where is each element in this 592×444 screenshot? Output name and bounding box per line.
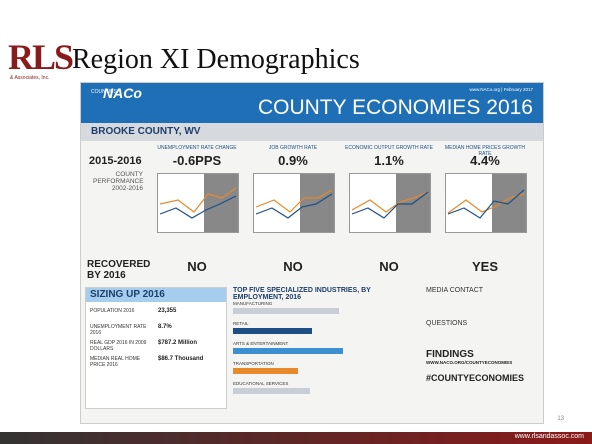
mini-lines <box>351 191 429 219</box>
sizing-label: REAL GDP 2016 IN 2009 DOLLARS <box>90 340 147 352</box>
logo-sub: & Associates, Inc. <box>10 75 50 81</box>
sizing-value: $787.2 Million <box>158 340 198 346</box>
county: BROOKE COUNTY, WV <box>91 126 201 137</box>
sizing-value: 23,355 <box>158 308 177 314</box>
indicator-value: 1.1% <box>374 153 404 168</box>
recovered-value: NO <box>379 259 399 274</box>
industry-label: ARTS & ENTERTAINMENT <box>233 341 289 346</box>
recovered-value: YES <box>471 259 498 274</box>
trend-line <box>159 187 237 213</box>
industry-label: TRANSPORTATION <box>233 361 274 366</box>
trend-line <box>255 189 333 213</box>
trend-line <box>255 193 333 219</box>
footer-url: www.rlsandassoc.com <box>514 433 584 440</box>
sizing-band <box>86 288 226 302</box>
county-band <box>81 123 543 141</box>
findings: FINDINGS <box>426 349 474 360</box>
period: 2015-2016 <box>89 155 142 167</box>
mini-chart <box>349 173 431 233</box>
sizing-label: MEDIAN REAL HOME PRICE 2016 <box>90 356 141 368</box>
trend-line <box>351 191 429 213</box>
indicator-value: -0.6PPS <box>172 153 222 168</box>
recovered-value: NO <box>187 259 207 274</box>
sizing-value: $86.7 Thousand <box>158 356 204 362</box>
questions: QUESTIONS <box>426 320 468 327</box>
sizing-label: UNEMPLOYMENT RATE 2016 <box>90 324 147 336</box>
industry-label: RETAIL <box>233 321 249 326</box>
industries-title: TOP FIVE SPECIALIZED INDUSTRIES, BY EMPL… <box>233 287 371 301</box>
mini-chart <box>253 173 335 233</box>
infographic: COUNTIES NACo www.NACo.org | February 20… <box>80 82 544 424</box>
mini-chart <box>445 173 527 233</box>
mini-lines <box>159 187 237 219</box>
sizing-label: POPULATION 2016 <box>90 308 135 314</box>
mini-lines <box>255 189 333 219</box>
performance-label: COUNTY PERFORMANCE 2002-2016 <box>93 171 144 192</box>
industry-bar <box>233 328 312 334</box>
header-band <box>81 83 543 123</box>
sizing-box: SIZING UP 2016 POPULATION 2016 23,355 UNEM… <box>85 287 227 409</box>
sizing-title: SIZING UP 2016 <box>90 289 165 300</box>
trend-line <box>447 189 525 219</box>
industry-bar <box>233 308 339 314</box>
media-contact: MEDIA CONTACT <box>426 287 484 294</box>
trend-line <box>159 195 237 219</box>
slide-title: Region XI Demographics <box>72 44 360 75</box>
recovered-value: NO <box>283 259 303 274</box>
brand-sub: COUNTIES <box>91 89 117 95</box>
mini-chart <box>157 173 239 233</box>
sizing-value: 8.7% <box>158 324 172 330</box>
info-title: COUNTY ECONOMIES 2016 <box>257 96 533 119</box>
footer-bar <box>0 432 592 444</box>
industry-label: EDUCATIONAL SERVICES <box>233 381 289 386</box>
trend-line <box>447 193 525 214</box>
mini-lines <box>447 189 525 219</box>
recovered-label: RECOVERED BY 2016 <box>87 259 151 281</box>
indicator-header: JOB GROWTH RATE <box>268 145 318 151</box>
logo-mark: RLS <box>8 37 74 77</box>
indicator-header: ECONOMIC OUTPUT GROWTH RATE <box>345 145 433 151</box>
industry-bar <box>233 368 299 374</box>
hashtag: #COUNTYECONOMIES <box>426 373 525 383</box>
industry-bar <box>233 348 343 354</box>
trend-line <box>351 191 429 219</box>
indicator-header: MEDIAN HOME PRICES GROWTH RATE <box>444 145 525 157</box>
indicator-header: UNEMPLOYMENT RATE CHANGE <box>157 145 237 151</box>
brand: NACo <box>103 85 142 101</box>
indicator-value: 0.9% <box>278 153 308 168</box>
page-number: 13 <box>557 416 564 422</box>
indicator-value: 4.4% <box>470 153 500 168</box>
date: www.NACo.org | February 2017 <box>469 87 533 92</box>
findings-url: WWW.NACO.ORG/COUNTYECONOMIES <box>426 360 513 365</box>
contact: MEDIA CONTACT QUESTIONS FINDINGS WWW.NAC… <box>426 287 538 383</box>
industry-bar <box>233 388 311 394</box>
industry-label: MANUFACTURING <box>233 301 273 306</box>
